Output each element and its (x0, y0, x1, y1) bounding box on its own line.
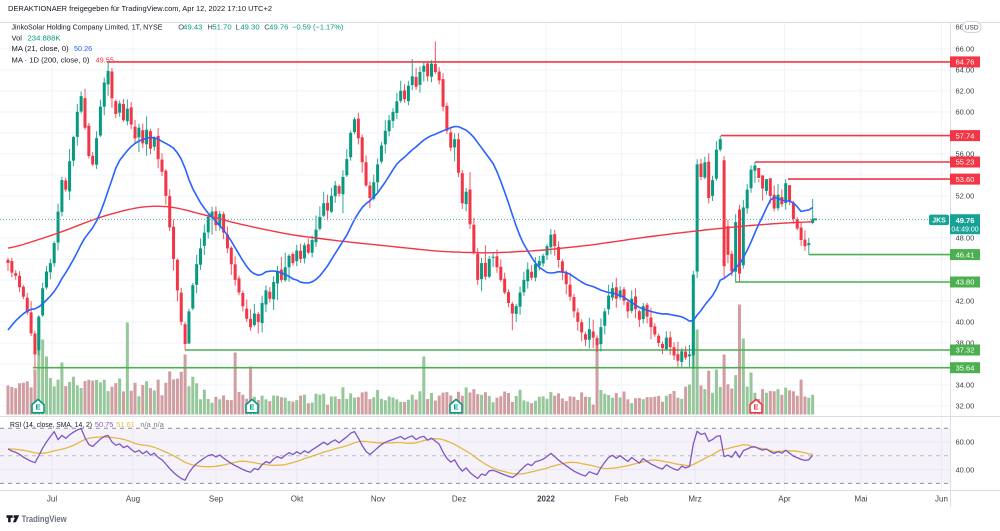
svg-text:40.00: 40.00 (956, 318, 975, 327)
svg-text:51.70: 51.70 (212, 23, 231, 32)
svg-text:50.75: 50.75 (95, 420, 114, 429)
svg-text:49.76: 49.76 (956, 216, 975, 225)
svg-text:MA (21, close, 0): MA (21, close, 0) (12, 44, 70, 53)
svg-text:JKS: JKS (932, 218, 946, 225)
svg-text:60.00: 60.00 (956, 108, 975, 117)
svg-text:66.00: 66.00 (956, 45, 975, 54)
svg-text:34.00: 34.00 (956, 381, 975, 390)
svg-text:E: E (35, 403, 40, 412)
svg-text:Mai: Mai (855, 495, 868, 504)
svg-text:50.26: 50.26 (74, 44, 92, 53)
svg-text:MA · 1D (200, close, 0): MA · 1D (200, close, 0) (12, 55, 90, 64)
svg-text:−0.59 (−1.17%): −0.59 (−1.17%) (292, 23, 344, 32)
svg-text:64.76: 64.76 (956, 58, 975, 67)
svg-text:48.00: 48.00 (956, 234, 975, 243)
svg-text:60.00: 60.00 (956, 438, 975, 447)
svg-text:64.00: 64.00 (956, 66, 975, 75)
svg-text:55.23: 55.23 (956, 158, 975, 167)
svg-text:35.64: 35.64 (956, 363, 975, 372)
svg-text:E: E (753, 403, 758, 412)
svg-text:USD: USD (965, 24, 979, 31)
svg-text:Apr: Apr (778, 495, 791, 504)
svg-text:234.888K: 234.888K (28, 34, 61, 43)
svg-text:n/a: n/a (140, 420, 151, 429)
svg-text:32.00: 32.00 (956, 402, 975, 411)
svg-text:52.00: 52.00 (956, 192, 975, 201)
svg-text:49.30: 49.30 (240, 23, 259, 32)
svg-text:53.60: 53.60 (956, 175, 975, 184)
svg-text:H: H (207, 23, 212, 32)
svg-text:Feb: Feb (615, 495, 629, 504)
svg-text:n/a: n/a (153, 420, 164, 429)
svg-text:56.00: 56.00 (956, 150, 975, 159)
svg-text:49.43: 49.43 (183, 23, 202, 32)
svg-text:Vol: Vol (12, 34, 23, 43)
svg-text:57.74: 57.74 (956, 131, 975, 140)
svg-text:Mrz: Mrz (688, 495, 701, 504)
svg-text:Jun: Jun (935, 495, 948, 504)
svg-text:49.76: 49.76 (269, 23, 288, 32)
svg-text:C: C (264, 23, 270, 32)
svg-text:L: L (235, 23, 239, 32)
svg-text:Okt: Okt (291, 495, 304, 504)
svg-text:38.00: 38.00 (956, 339, 975, 348)
svg-text:37.32: 37.32 (956, 346, 975, 355)
svg-text:TradingView: TradingView (22, 514, 67, 525)
svg-text:62.00: 62.00 (956, 87, 975, 96)
svg-text:Nov: Nov (371, 495, 385, 504)
svg-text:Sep: Sep (209, 495, 224, 504)
svg-text:DERAKTIONAER freigegeben für T: DERAKTIONAER freigegeben für TradingView… (8, 4, 272, 13)
svg-text:Jul: Jul (47, 495, 57, 504)
svg-text:04:49:00: 04:49:00 (951, 227, 978, 234)
svg-text:E: E (453, 403, 458, 412)
svg-text:RSI (14, close, SMA, 14, 2): RSI (14, close, SMA, 14, 2) (10, 420, 92, 429)
svg-text:E: E (249, 403, 254, 412)
svg-text:Aug: Aug (126, 495, 140, 504)
svg-text:46.41: 46.41 (956, 250, 975, 259)
svg-text:49.55: 49.55 (96, 55, 114, 64)
svg-text:JinkoSolar Holding Company Lim: JinkoSolar Holding Company Limited, 1T, … (12, 23, 163, 32)
svg-text:42.00: 42.00 (956, 297, 975, 306)
svg-text:51.61: 51.61 (116, 420, 135, 429)
svg-text:40.00: 40.00 (956, 465, 975, 474)
svg-text:Dez: Dez (452, 495, 466, 504)
svg-text:O: O (178, 23, 184, 32)
svg-text:43.80: 43.80 (956, 278, 975, 287)
svg-text:2022: 2022 (537, 495, 555, 504)
